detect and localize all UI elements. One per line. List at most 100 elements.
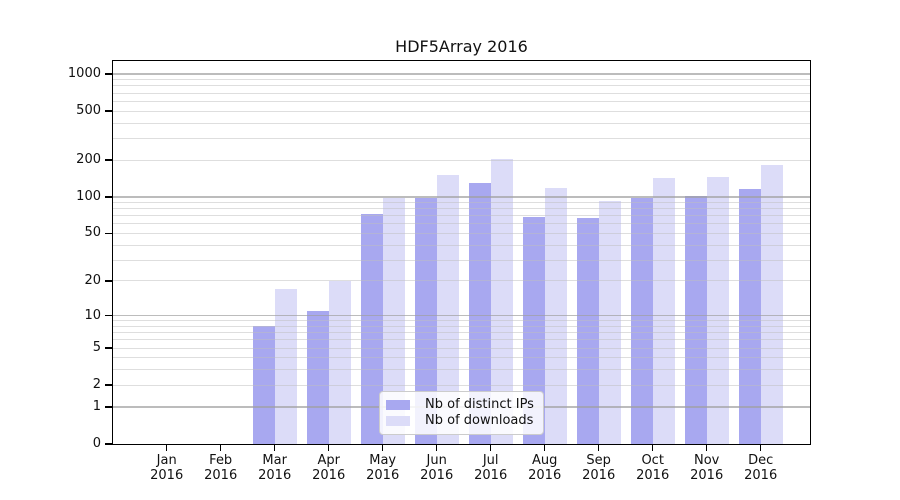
x-tick-label-year: 2016 (204, 468, 238, 483)
x-tick-mark (435, 444, 438, 451)
x-tick-label: Jul 2016 (463, 453, 519, 483)
gridline-major (113, 73, 810, 75)
gridline-minor (113, 92, 810, 94)
bar-distinct-ips (684, 195, 707, 444)
gridline-minor (113, 110, 810, 112)
x-tick-label: Feb 2016 (193, 453, 249, 483)
legend-swatch-distinct-ips (386, 400, 410, 410)
x-tick-mark (381, 444, 384, 451)
x-tick-mark (543, 444, 546, 451)
x-tick-mark (489, 444, 492, 451)
x-tick-mark (597, 444, 600, 451)
x-tick-label-year: 2016 (636, 468, 670, 483)
bar-downloads (760, 165, 783, 444)
bar-downloads (274, 289, 297, 444)
legend-label: Nb of distinct IPs (425, 397, 534, 412)
legend-label: Nb of downloads (425, 413, 534, 428)
gridline-major (113, 196, 810, 198)
y-tick-mark (105, 110, 112, 112)
x-tick-mark (705, 444, 708, 451)
bar-distinct-ips (468, 183, 491, 444)
y-tick-mark (105, 347, 112, 349)
gridline-minor (113, 215, 810, 217)
gridline-minor (113, 357, 810, 359)
bar-distinct-ips (306, 310, 329, 444)
y-tick-mark (105, 232, 112, 235)
x-tick-label: May 2016 (355, 453, 411, 483)
y-tick-label: 10 (84, 307, 101, 323)
gridline-minor (113, 201, 810, 203)
x-tick-mark (219, 444, 222, 451)
y-tick-label: 2 (92, 377, 101, 393)
gridline-minor (113, 137, 810, 139)
x-tick-label-year: 2016 (420, 468, 454, 483)
y-tick-label: 50 (84, 225, 101, 241)
bar-downloads (436, 174, 459, 444)
bar-downloads (652, 177, 675, 444)
x-tick-label-year: 2016 (690, 468, 724, 483)
gridline-minor (113, 122, 810, 124)
x-tick-label: Apr 2016 (301, 453, 357, 483)
gridline-minor (113, 259, 810, 261)
gridline-minor (113, 369, 810, 371)
y-tick-label: 1 (92, 398, 101, 414)
x-tick-mark (273, 444, 276, 451)
bar-downloads (706, 177, 729, 444)
y-tick-mark (105, 196, 112, 198)
gridline-minor (113, 159, 810, 161)
legend: Nb of distinct IPs Nb of downloads (379, 391, 544, 435)
gridline-minor (113, 325, 810, 327)
bar-downloads (598, 201, 621, 444)
bar-downloads (490, 158, 513, 444)
x-tick-label: Sep 2016 (571, 453, 627, 483)
y-tick-label: 20 (84, 272, 101, 288)
bar-distinct-ips (738, 188, 761, 444)
plot-area (113, 61, 810, 444)
bar-distinct-ips (360, 214, 383, 444)
y-tick-mark (105, 314, 112, 317)
x-tick-mark (165, 444, 168, 451)
x-tick-label-year: 2016 (312, 468, 346, 483)
chart-title: HDF5Array 2016 (395, 37, 528, 56)
x-tick-label: Aug 2016 (517, 453, 573, 483)
gridline-minor (113, 79, 810, 81)
y-tick-label: 1000 (67, 66, 101, 82)
gridline-minor (113, 339, 810, 341)
x-tick-label: Jan 2016 (139, 453, 195, 483)
x-tick-label-year: 2016 (582, 468, 616, 483)
y-tick-label: 100 (76, 188, 101, 204)
gridline-minor (113, 244, 810, 246)
gridline-minor (113, 208, 810, 210)
gridline-major (113, 314, 810, 317)
x-tick-label: Mar 2016 (247, 453, 303, 483)
legend-item: Nb of downloads (386, 414, 535, 428)
y-tick-mark (105, 443, 112, 445)
y-tick-mark (105, 73, 112, 75)
y-tick-label: 0 (92, 436, 101, 451)
x-tick-mark (327, 444, 330, 451)
gridline-minor (113, 347, 810, 349)
x-tick-label: Oct 2016 (625, 453, 681, 483)
gridline-minor (113, 332, 810, 334)
gridline-minor (113, 232, 810, 234)
y-tick-label: 500 (76, 103, 101, 119)
x-tick-label: Jun 2016 (409, 453, 465, 483)
x-tick-mark (651, 444, 654, 451)
x-tick-label-year: 2016 (474, 468, 508, 483)
x-tick-label: Dec 2016 (733, 453, 789, 483)
gridline-minor (113, 100, 810, 102)
x-tick-label-year: 2016 (258, 468, 292, 483)
bar-downloads (328, 280, 351, 444)
x-tick-label: Nov 2016 (679, 453, 735, 483)
y-tick-mark (105, 406, 112, 408)
gridline-minor (113, 320, 810, 322)
bar-distinct-ips (576, 218, 599, 444)
y-tick-mark (105, 280, 112, 282)
x-tick-mark (759, 444, 762, 451)
y-tick-label: 5 (92, 340, 101, 356)
x-tick-label-year: 2016 (744, 468, 778, 483)
y-tick-label: 200 (76, 152, 101, 168)
x-tick-label-year: 2016 (366, 468, 400, 483)
x-tick-label-year: 2016 (528, 468, 562, 483)
